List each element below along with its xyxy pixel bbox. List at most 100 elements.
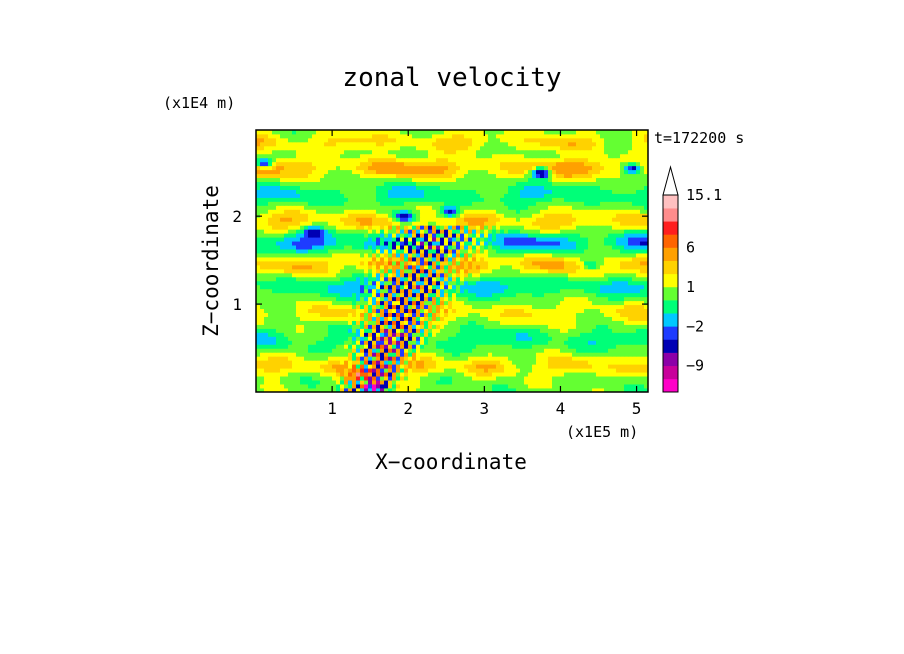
field-cell: [628, 189, 633, 194]
field-cell: [392, 197, 397, 202]
field-cell: [528, 336, 533, 341]
field-cell: [264, 197, 269, 202]
field-cell: [456, 376, 461, 381]
field-cell: [612, 316, 617, 321]
field-cell: [472, 348, 477, 353]
field-cell: [564, 340, 569, 345]
field-cell: [292, 372, 297, 377]
field-cell: [436, 276, 441, 282]
field-cell: [360, 233, 365, 238]
field-cell: [428, 264, 433, 270]
field-cell: [568, 348, 573, 353]
field-cell: [380, 360, 385, 365]
field-cell: [440, 261, 445, 266]
field-cell: [420, 360, 425, 365]
field-cell: [552, 264, 557, 270]
field-cell: [336, 233, 341, 238]
field-cell: [640, 324, 645, 329]
field-cell: [300, 356, 305, 361]
field-cell: [468, 292, 473, 298]
field-cell: [300, 368, 305, 373]
field-cell: [288, 344, 293, 349]
field-cell: [388, 376, 393, 381]
field-cell: [568, 336, 573, 341]
field-cell: [580, 324, 585, 329]
field-cell: [380, 193, 385, 198]
field-cell: [336, 245, 341, 250]
field-cell: [324, 249, 329, 254]
field-cell: [400, 356, 405, 361]
field-cell: [572, 193, 577, 198]
field-cell: [300, 340, 305, 345]
field-cell: [464, 189, 469, 194]
field-cell: [620, 264, 625, 270]
field-cell: [556, 280, 561, 286]
field-cell: [592, 356, 597, 361]
field-cell: [372, 253, 377, 258]
field-cell: [268, 320, 273, 325]
field-cell: [332, 360, 337, 365]
field-cell: [588, 316, 593, 321]
field-cell: [552, 249, 557, 254]
field-cell: [584, 233, 589, 238]
field-cell: [264, 237, 269, 242]
field-cell: [592, 268, 597, 274]
field-cell: [580, 312, 585, 317]
field-cell: [508, 292, 513, 298]
field-cell: [412, 245, 417, 250]
field-cell: [388, 316, 393, 321]
field-cell: [444, 233, 449, 238]
field-cell: [288, 193, 293, 198]
field-cell: [556, 284, 561, 290]
field-cell: [548, 209, 553, 214]
field-cell: [300, 384, 305, 389]
field-cell: [368, 320, 373, 325]
field-cell: [532, 233, 537, 238]
field-cell: [540, 193, 545, 198]
field-cell: [532, 209, 537, 214]
field-cell: [256, 249, 261, 254]
field-cell: [288, 340, 293, 345]
field-cell: [272, 312, 277, 317]
field-cell: [596, 376, 601, 381]
field-cell: [296, 304, 301, 310]
field-cell: [372, 233, 377, 238]
field-cell: [392, 340, 397, 345]
field-cell: [492, 197, 497, 202]
field-cell: [592, 312, 597, 317]
field-cell: [456, 344, 461, 349]
field-cell: [440, 324, 445, 329]
field-cell: [624, 209, 629, 214]
field-cell: [544, 276, 549, 282]
field-cell: [276, 264, 281, 270]
field-cell: [420, 213, 425, 218]
field-cell: [628, 201, 633, 206]
field-cell: [348, 372, 353, 377]
field-cell: [528, 264, 533, 270]
field-cell: [424, 288, 429, 294]
field-cell: [264, 336, 269, 341]
field-cell: [432, 344, 437, 349]
field-cell: [616, 193, 621, 198]
field-cell: [464, 221, 469, 226]
field-cell: [468, 352, 473, 357]
field-cell: [444, 312, 449, 317]
field-cell: [384, 245, 389, 250]
field-cell: [260, 272, 265, 278]
field-cell: [268, 296, 273, 302]
field-cell: [296, 280, 301, 286]
field-cell: [280, 205, 285, 210]
field-cell: [428, 360, 433, 365]
field-cell: [400, 372, 405, 377]
field-cell: [460, 316, 465, 321]
field-cell: [284, 205, 289, 210]
field-cell: [428, 316, 433, 321]
field-cell: [428, 209, 433, 214]
field-cell: [372, 225, 377, 230]
field-cell: [364, 316, 369, 321]
field-cell: [556, 380, 561, 385]
field-cell: [408, 257, 413, 262]
field-cell: [576, 348, 581, 353]
field-cell: [432, 304, 437, 310]
field-cell: [396, 276, 401, 282]
